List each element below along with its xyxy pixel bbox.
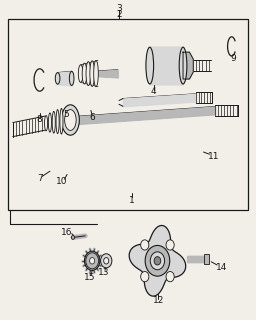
Text: 10: 10	[56, 177, 68, 186]
Ellipse shape	[69, 71, 74, 85]
Circle shape	[154, 257, 161, 265]
Circle shape	[104, 258, 109, 264]
Circle shape	[150, 252, 165, 270]
Text: 11: 11	[208, 152, 219, 161]
Text: 2: 2	[116, 10, 122, 19]
Ellipse shape	[78, 65, 83, 83]
Circle shape	[101, 254, 112, 268]
Ellipse shape	[56, 109, 59, 134]
Text: 5: 5	[63, 110, 69, 119]
Ellipse shape	[82, 63, 87, 84]
Ellipse shape	[65, 109, 76, 131]
Polygon shape	[129, 226, 186, 296]
Text: 8: 8	[37, 115, 42, 124]
Circle shape	[141, 240, 149, 250]
Ellipse shape	[179, 47, 187, 84]
Text: 16: 16	[61, 228, 72, 237]
Bar	[204, 254, 209, 264]
Ellipse shape	[146, 47, 154, 84]
Circle shape	[90, 258, 95, 264]
Ellipse shape	[52, 111, 55, 133]
Ellipse shape	[61, 105, 79, 135]
Ellipse shape	[86, 62, 91, 86]
Text: 12: 12	[153, 296, 164, 305]
Text: 4: 4	[151, 87, 156, 96]
Text: 14: 14	[216, 263, 227, 272]
Ellipse shape	[45, 116, 48, 131]
Ellipse shape	[94, 60, 98, 87]
Circle shape	[166, 271, 174, 282]
Text: 1: 1	[129, 196, 135, 204]
Bar	[8, 19, 248, 210]
Ellipse shape	[55, 73, 60, 84]
Circle shape	[166, 240, 174, 250]
Ellipse shape	[90, 61, 94, 86]
Text: 13: 13	[99, 268, 110, 277]
Ellipse shape	[48, 113, 51, 132]
Circle shape	[71, 236, 74, 239]
Circle shape	[86, 253, 99, 269]
Text: 3: 3	[116, 4, 122, 12]
Circle shape	[145, 245, 170, 276]
Circle shape	[84, 251, 100, 270]
Circle shape	[141, 271, 149, 282]
Polygon shape	[183, 52, 193, 79]
Ellipse shape	[60, 108, 63, 134]
Text: 6: 6	[89, 113, 95, 122]
Text: 15: 15	[84, 273, 96, 282]
Text: 7: 7	[37, 174, 42, 183]
Text: 9: 9	[230, 54, 236, 63]
